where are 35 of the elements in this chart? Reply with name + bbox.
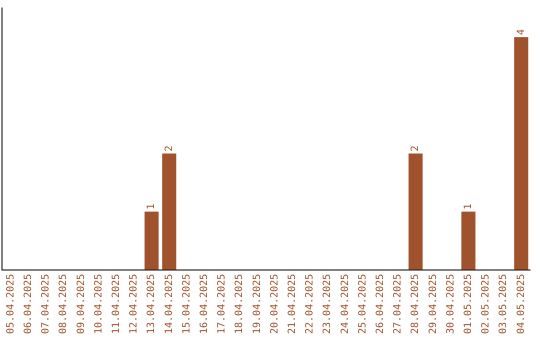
x-tick-label: 09.04.2025	[76, 274, 87, 334]
x-tick-label: 26.04.2025	[374, 274, 386, 334]
x-tick-label: 18.04.2025	[234, 274, 246, 334]
x-tick-label: 28.04.2025	[410, 274, 422, 334]
x-tick-label: 25.04.2025	[357, 274, 368, 334]
data-label: 1	[462, 204, 474, 210]
x-tick-label: 05.04.2025	[5, 274, 16, 334]
x-tick-label: 22.04.2025	[304, 274, 316, 334]
x-tick-label: 16.04.2025	[198, 274, 210, 334]
x-tick-label: 24.04.2025	[340, 274, 351, 334]
x-tick-label: 12.04.2025	[128, 274, 140, 334]
data-label: 1	[146, 204, 158, 210]
x-tick-label: 11.04.2025	[110, 274, 122, 334]
x-tick-label: 14.04.2025	[164, 274, 175, 334]
x-tick-label: 07.04.2025	[40, 274, 52, 334]
data-label: 2	[164, 145, 175, 152]
x-tick-label: 03.05.2025	[498, 274, 510, 334]
x-tick-label: 15.04.2025	[181, 274, 192, 334]
data-label: 2	[410, 145, 422, 152]
x-tick-label: 13.04.2025	[146, 274, 158, 334]
x-tick-label: 21.04.2025	[286, 274, 298, 334]
x-tick-label: 23.04.2025	[322, 274, 334, 334]
x-tick-label: 29.04.2025	[428, 274, 439, 334]
x-tick-label: 19.04.2025	[252, 274, 263, 334]
x-tick-label: 27.04.2025	[392, 274, 404, 334]
x-tick-label: 08.04.2025	[58, 274, 70, 334]
x-tick-label: 17.04.2025	[216, 274, 228, 334]
x-tick-label: 30.04.2025	[445, 274, 456, 334]
x-tick-label: 10.04.2025	[93, 274, 104, 334]
x-tick-label: 01.05.2025	[462, 274, 474, 334]
x-tick-label: 04.05.2025	[516, 274, 527, 334]
x-tick-label: 02.05.2025	[480, 274, 492, 334]
x-tick-label: 20.04.2025	[269, 274, 280, 334]
x-tick-label: 06.04.2025	[22, 274, 34, 334]
data-label: 4	[516, 29, 527, 36]
